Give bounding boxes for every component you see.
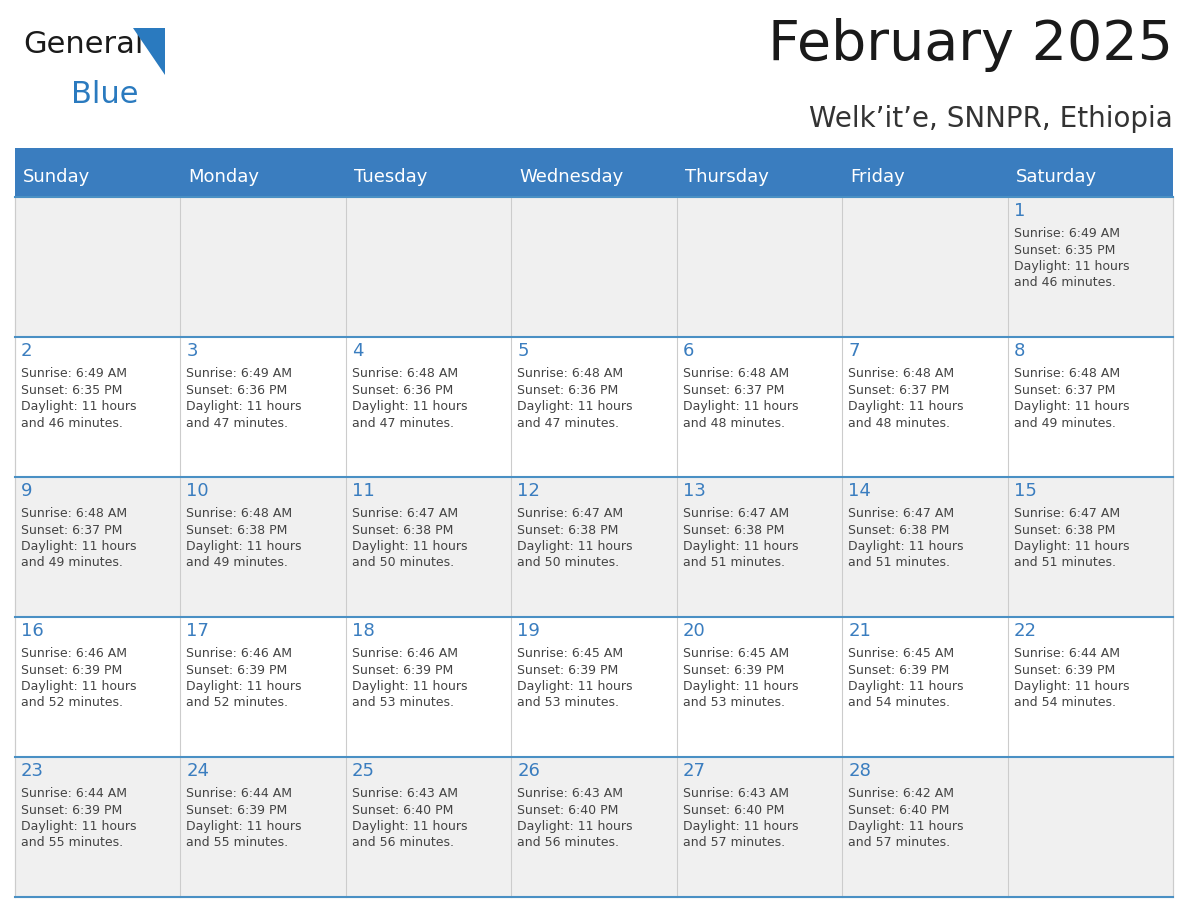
Text: 8: 8	[1013, 342, 1025, 360]
Text: Welk’it’e, SNNPR, Ethiopia: Welk’it’e, SNNPR, Ethiopia	[809, 105, 1173, 133]
Text: 23: 23	[21, 762, 44, 780]
Text: Saturday: Saturday	[1016, 168, 1097, 186]
Bar	[15, 148, 1173, 157]
Bar	[15, 197, 1173, 337]
Text: Sunday: Sunday	[23, 168, 90, 186]
Text: Tuesday: Tuesday	[354, 168, 428, 186]
Text: Sunrise: 6:48 AM
Sunset: 6:38 PM
Daylight: 11 hours
and 49 minutes.: Sunrise: 6:48 AM Sunset: 6:38 PM Dayligh…	[187, 507, 302, 569]
Bar	[15, 617, 1173, 757]
Polygon shape	[133, 28, 165, 75]
Text: Sunrise: 6:44 AM
Sunset: 6:39 PM
Daylight: 11 hours
and 55 minutes.: Sunrise: 6:44 AM Sunset: 6:39 PM Dayligh…	[187, 787, 302, 849]
Text: Sunrise: 6:49 AM
Sunset: 6:35 PM
Daylight: 11 hours
and 46 minutes.: Sunrise: 6:49 AM Sunset: 6:35 PM Dayligh…	[1013, 227, 1129, 289]
Text: Wednesday: Wednesday	[519, 168, 624, 186]
Text: Sunrise: 6:46 AM
Sunset: 6:39 PM
Daylight: 11 hours
and 53 minutes.: Sunrise: 6:46 AM Sunset: 6:39 PM Dayligh…	[352, 647, 467, 710]
Text: 15: 15	[1013, 482, 1036, 500]
Text: Sunrise: 6:43 AM
Sunset: 6:40 PM
Daylight: 11 hours
and 56 minutes.: Sunrise: 6:43 AM Sunset: 6:40 PM Dayligh…	[352, 787, 467, 849]
Text: Sunrise: 6:47 AM
Sunset: 6:38 PM
Daylight: 11 hours
and 51 minutes.: Sunrise: 6:47 AM Sunset: 6:38 PM Dayligh…	[1013, 507, 1129, 569]
Text: Sunrise: 6:48 AM
Sunset: 6:36 PM
Daylight: 11 hours
and 47 minutes.: Sunrise: 6:48 AM Sunset: 6:36 PM Dayligh…	[352, 367, 467, 430]
Text: Sunrise: 6:43 AM
Sunset: 6:40 PM
Daylight: 11 hours
and 57 minutes.: Sunrise: 6:43 AM Sunset: 6:40 PM Dayligh…	[683, 787, 798, 849]
Text: Sunrise: 6:46 AM
Sunset: 6:39 PM
Daylight: 11 hours
and 52 minutes.: Sunrise: 6:46 AM Sunset: 6:39 PM Dayligh…	[187, 647, 302, 710]
Text: Sunrise: 6:48 AM
Sunset: 6:37 PM
Daylight: 11 hours
and 48 minutes.: Sunrise: 6:48 AM Sunset: 6:37 PM Dayligh…	[683, 367, 798, 430]
Text: Sunrise: 6:47 AM
Sunset: 6:38 PM
Daylight: 11 hours
and 50 minutes.: Sunrise: 6:47 AM Sunset: 6:38 PM Dayligh…	[352, 507, 467, 569]
Bar	[15, 337, 1173, 477]
Text: Sunrise: 6:45 AM
Sunset: 6:39 PM
Daylight: 11 hours
and 53 minutes.: Sunrise: 6:45 AM Sunset: 6:39 PM Dayligh…	[683, 647, 798, 710]
Text: Sunrise: 6:46 AM
Sunset: 6:39 PM
Daylight: 11 hours
and 52 minutes.: Sunrise: 6:46 AM Sunset: 6:39 PM Dayligh…	[21, 647, 137, 710]
Text: 24: 24	[187, 762, 209, 780]
Text: Sunrise: 6:45 AM
Sunset: 6:39 PM
Daylight: 11 hours
and 53 minutes.: Sunrise: 6:45 AM Sunset: 6:39 PM Dayligh…	[517, 647, 633, 710]
Text: Sunrise: 6:47 AM
Sunset: 6:38 PM
Daylight: 11 hours
and 51 minutes.: Sunrise: 6:47 AM Sunset: 6:38 PM Dayligh…	[683, 507, 798, 569]
Text: 26: 26	[517, 762, 541, 780]
Text: 27: 27	[683, 762, 706, 780]
Text: Sunrise: 6:49 AM
Sunset: 6:36 PM
Daylight: 11 hours
and 47 minutes.: Sunrise: 6:49 AM Sunset: 6:36 PM Dayligh…	[187, 367, 302, 430]
Text: Thursday: Thursday	[684, 168, 769, 186]
Text: Sunrise: 6:49 AM
Sunset: 6:35 PM
Daylight: 11 hours
and 46 minutes.: Sunrise: 6:49 AM Sunset: 6:35 PM Dayligh…	[21, 367, 137, 430]
Bar	[15, 157, 1173, 197]
Text: 18: 18	[352, 622, 374, 640]
Text: Sunrise: 6:47 AM
Sunset: 6:38 PM
Daylight: 11 hours
and 50 minutes.: Sunrise: 6:47 AM Sunset: 6:38 PM Dayligh…	[517, 507, 633, 569]
Text: 11: 11	[352, 482, 374, 500]
Text: 20: 20	[683, 622, 706, 640]
Text: 3: 3	[187, 342, 198, 360]
Text: 6: 6	[683, 342, 694, 360]
Bar	[15, 757, 1173, 897]
Text: 12: 12	[517, 482, 541, 500]
Text: 19: 19	[517, 622, 541, 640]
Text: 21: 21	[848, 622, 871, 640]
Text: Sunrise: 6:44 AM
Sunset: 6:39 PM
Daylight: 11 hours
and 54 minutes.: Sunrise: 6:44 AM Sunset: 6:39 PM Dayligh…	[1013, 647, 1129, 710]
Text: 13: 13	[683, 482, 706, 500]
Text: Sunrise: 6:48 AM
Sunset: 6:36 PM
Daylight: 11 hours
and 47 minutes.: Sunrise: 6:48 AM Sunset: 6:36 PM Dayligh…	[517, 367, 633, 430]
Text: Blue: Blue	[71, 80, 139, 109]
Text: 7: 7	[848, 342, 860, 360]
Text: 25: 25	[352, 762, 375, 780]
Text: Sunrise: 6:48 AM
Sunset: 6:37 PM
Daylight: 11 hours
and 49 minutes.: Sunrise: 6:48 AM Sunset: 6:37 PM Dayligh…	[21, 507, 137, 569]
Text: Sunrise: 6:45 AM
Sunset: 6:39 PM
Daylight: 11 hours
and 54 minutes.: Sunrise: 6:45 AM Sunset: 6:39 PM Dayligh…	[848, 647, 963, 710]
Text: Monday: Monday	[189, 168, 259, 186]
Text: Friday: Friday	[851, 168, 905, 186]
Text: General: General	[23, 30, 144, 59]
Text: Sunrise: 6:48 AM
Sunset: 6:37 PM
Daylight: 11 hours
and 49 minutes.: Sunrise: 6:48 AM Sunset: 6:37 PM Dayligh…	[1013, 367, 1129, 430]
Text: 4: 4	[352, 342, 364, 360]
Text: 22: 22	[1013, 622, 1037, 640]
Text: Sunrise: 6:43 AM
Sunset: 6:40 PM
Daylight: 11 hours
and 56 minutes.: Sunrise: 6:43 AM Sunset: 6:40 PM Dayligh…	[517, 787, 633, 849]
Text: 28: 28	[848, 762, 871, 780]
Bar	[15, 477, 1173, 617]
Text: 5: 5	[517, 342, 529, 360]
Text: Sunrise: 6:42 AM
Sunset: 6:40 PM
Daylight: 11 hours
and 57 minutes.: Sunrise: 6:42 AM Sunset: 6:40 PM Dayligh…	[848, 787, 963, 849]
Text: Sunrise: 6:44 AM
Sunset: 6:39 PM
Daylight: 11 hours
and 55 minutes.: Sunrise: 6:44 AM Sunset: 6:39 PM Dayligh…	[21, 787, 137, 849]
Text: 9: 9	[21, 482, 32, 500]
Text: 2: 2	[21, 342, 32, 360]
Text: 1: 1	[1013, 202, 1025, 220]
Text: Sunrise: 6:47 AM
Sunset: 6:38 PM
Daylight: 11 hours
and 51 minutes.: Sunrise: 6:47 AM Sunset: 6:38 PM Dayligh…	[848, 507, 963, 569]
Text: Sunrise: 6:48 AM
Sunset: 6:37 PM
Daylight: 11 hours
and 48 minutes.: Sunrise: 6:48 AM Sunset: 6:37 PM Dayligh…	[848, 367, 963, 430]
Text: February 2025: February 2025	[767, 18, 1173, 72]
Text: 16: 16	[21, 622, 44, 640]
Text: 17: 17	[187, 622, 209, 640]
Text: 10: 10	[187, 482, 209, 500]
Text: 14: 14	[848, 482, 871, 500]
